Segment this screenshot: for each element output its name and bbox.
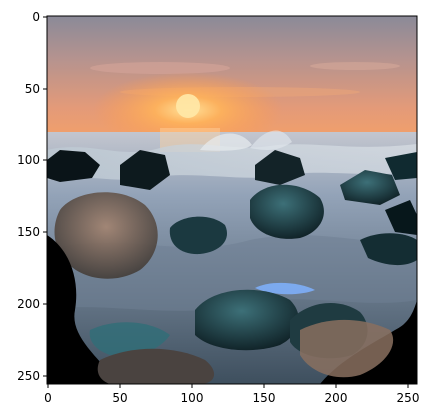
x-tick-label: 100	[181, 391, 204, 405]
x-tick: 200	[325, 384, 348, 405]
x-axis: 0 50 100 150 200 250	[44, 384, 419, 405]
x-tick-label: 150	[253, 391, 276, 405]
sand-patch	[300, 319, 394, 378]
x-tick-label: 50	[112, 391, 127, 405]
rock	[47, 150, 100, 182]
rock	[340, 170, 400, 205]
rock	[195, 289, 299, 351]
foreground-shadow-left	[47, 235, 120, 384]
rock	[250, 184, 324, 239]
x-tick-label: 0	[44, 391, 52, 405]
rock	[120, 150, 170, 190]
y-tick-label: 50	[25, 82, 40, 96]
blue-splash	[255, 282, 315, 295]
splash	[250, 130, 292, 150]
y-tick-label: 250	[17, 369, 40, 383]
cloud	[90, 62, 230, 74]
x-tick-label: 250	[397, 391, 420, 405]
y-axis: 0 50 100 150 200 250	[17, 10, 47, 383]
y-tick: 150	[17, 225, 47, 239]
y-tick: 50	[25, 82, 47, 96]
rock	[255, 150, 305, 185]
y-tick: 0	[32, 10, 47, 24]
y-tick-label: 0	[32, 10, 40, 24]
photo	[47, 16, 417, 384]
y-tick-label: 100	[17, 153, 40, 167]
y-tick-label: 150	[17, 225, 40, 239]
y-tick: 100	[17, 153, 47, 167]
rock	[54, 192, 158, 279]
splash	[200, 133, 252, 151]
sun	[176, 94, 200, 118]
x-tick: 250	[397, 384, 420, 405]
cloud	[310, 62, 400, 70]
x-tick-label: 200	[325, 391, 348, 405]
x-tick: 150	[253, 384, 276, 405]
x-tick: 50	[112, 384, 128, 405]
rock	[385, 152, 417, 180]
x-tick: 100	[181, 384, 204, 405]
y-tick: 250	[17, 369, 47, 383]
y-tick: 200	[17, 297, 47, 311]
axes-frame	[46, 15, 418, 385]
rock	[360, 233, 417, 266]
foreground-rock	[97, 348, 215, 384]
rock	[169, 216, 228, 255]
teal-foam	[89, 322, 170, 357]
rock	[385, 200, 417, 235]
y-tick-label: 200	[17, 297, 40, 311]
x-tick: 0	[44, 384, 52, 405]
